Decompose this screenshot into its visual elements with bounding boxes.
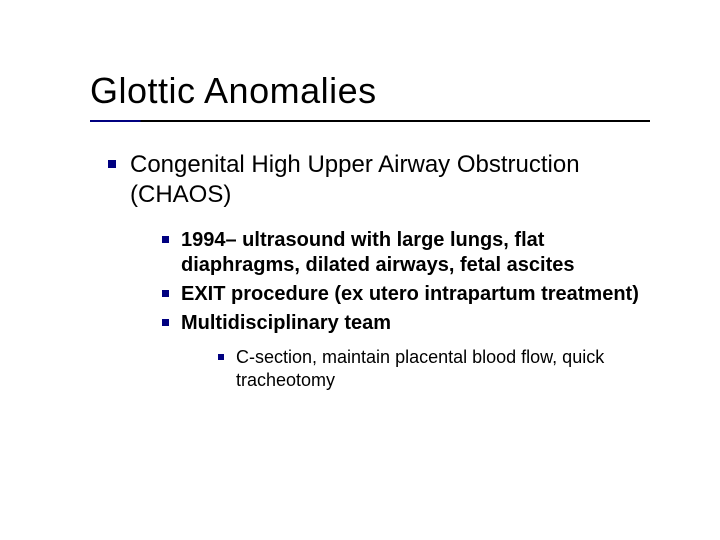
list-item: Congenital High Upper Airway Obstruction… bbox=[108, 150, 660, 210]
square-bullet-icon bbox=[162, 290, 169, 297]
list-item: Multidisciplinary team bbox=[162, 311, 660, 336]
level3-text: C-section, maintain placental blood flow… bbox=[236, 346, 660, 393]
list-item: C-section, maintain placental blood flow… bbox=[218, 346, 660, 393]
square-bullet-icon bbox=[108, 160, 116, 168]
level2-text: 1994– ultrasound with large lungs, flat … bbox=[181, 228, 660, 278]
slide-title: Glottic Anomalies bbox=[90, 70, 660, 112]
level2-list: 1994– ultrasound with large lungs, flat … bbox=[162, 228, 660, 336]
list-item: 1994– ultrasound with large lungs, flat … bbox=[162, 228, 660, 278]
level3-list: C-section, maintain placental blood flow… bbox=[218, 346, 660, 393]
level1-text: Congenital High Upper Airway Obstruction… bbox=[130, 150, 660, 210]
square-bullet-icon bbox=[162, 319, 169, 326]
title-underline bbox=[90, 120, 650, 122]
list-item: EXIT procedure (ex utero intrapartum tre… bbox=[162, 282, 660, 307]
level2-text: EXIT procedure (ex utero intrapartum tre… bbox=[181, 282, 639, 307]
square-bullet-icon bbox=[218, 354, 224, 360]
level1-list: Congenital High Upper Airway Obstruction… bbox=[108, 150, 660, 210]
slide: Glottic Anomalies Congenital High Upper … bbox=[0, 0, 720, 540]
level2-text: Multidisciplinary team bbox=[181, 311, 391, 336]
square-bullet-icon bbox=[162, 236, 169, 243]
